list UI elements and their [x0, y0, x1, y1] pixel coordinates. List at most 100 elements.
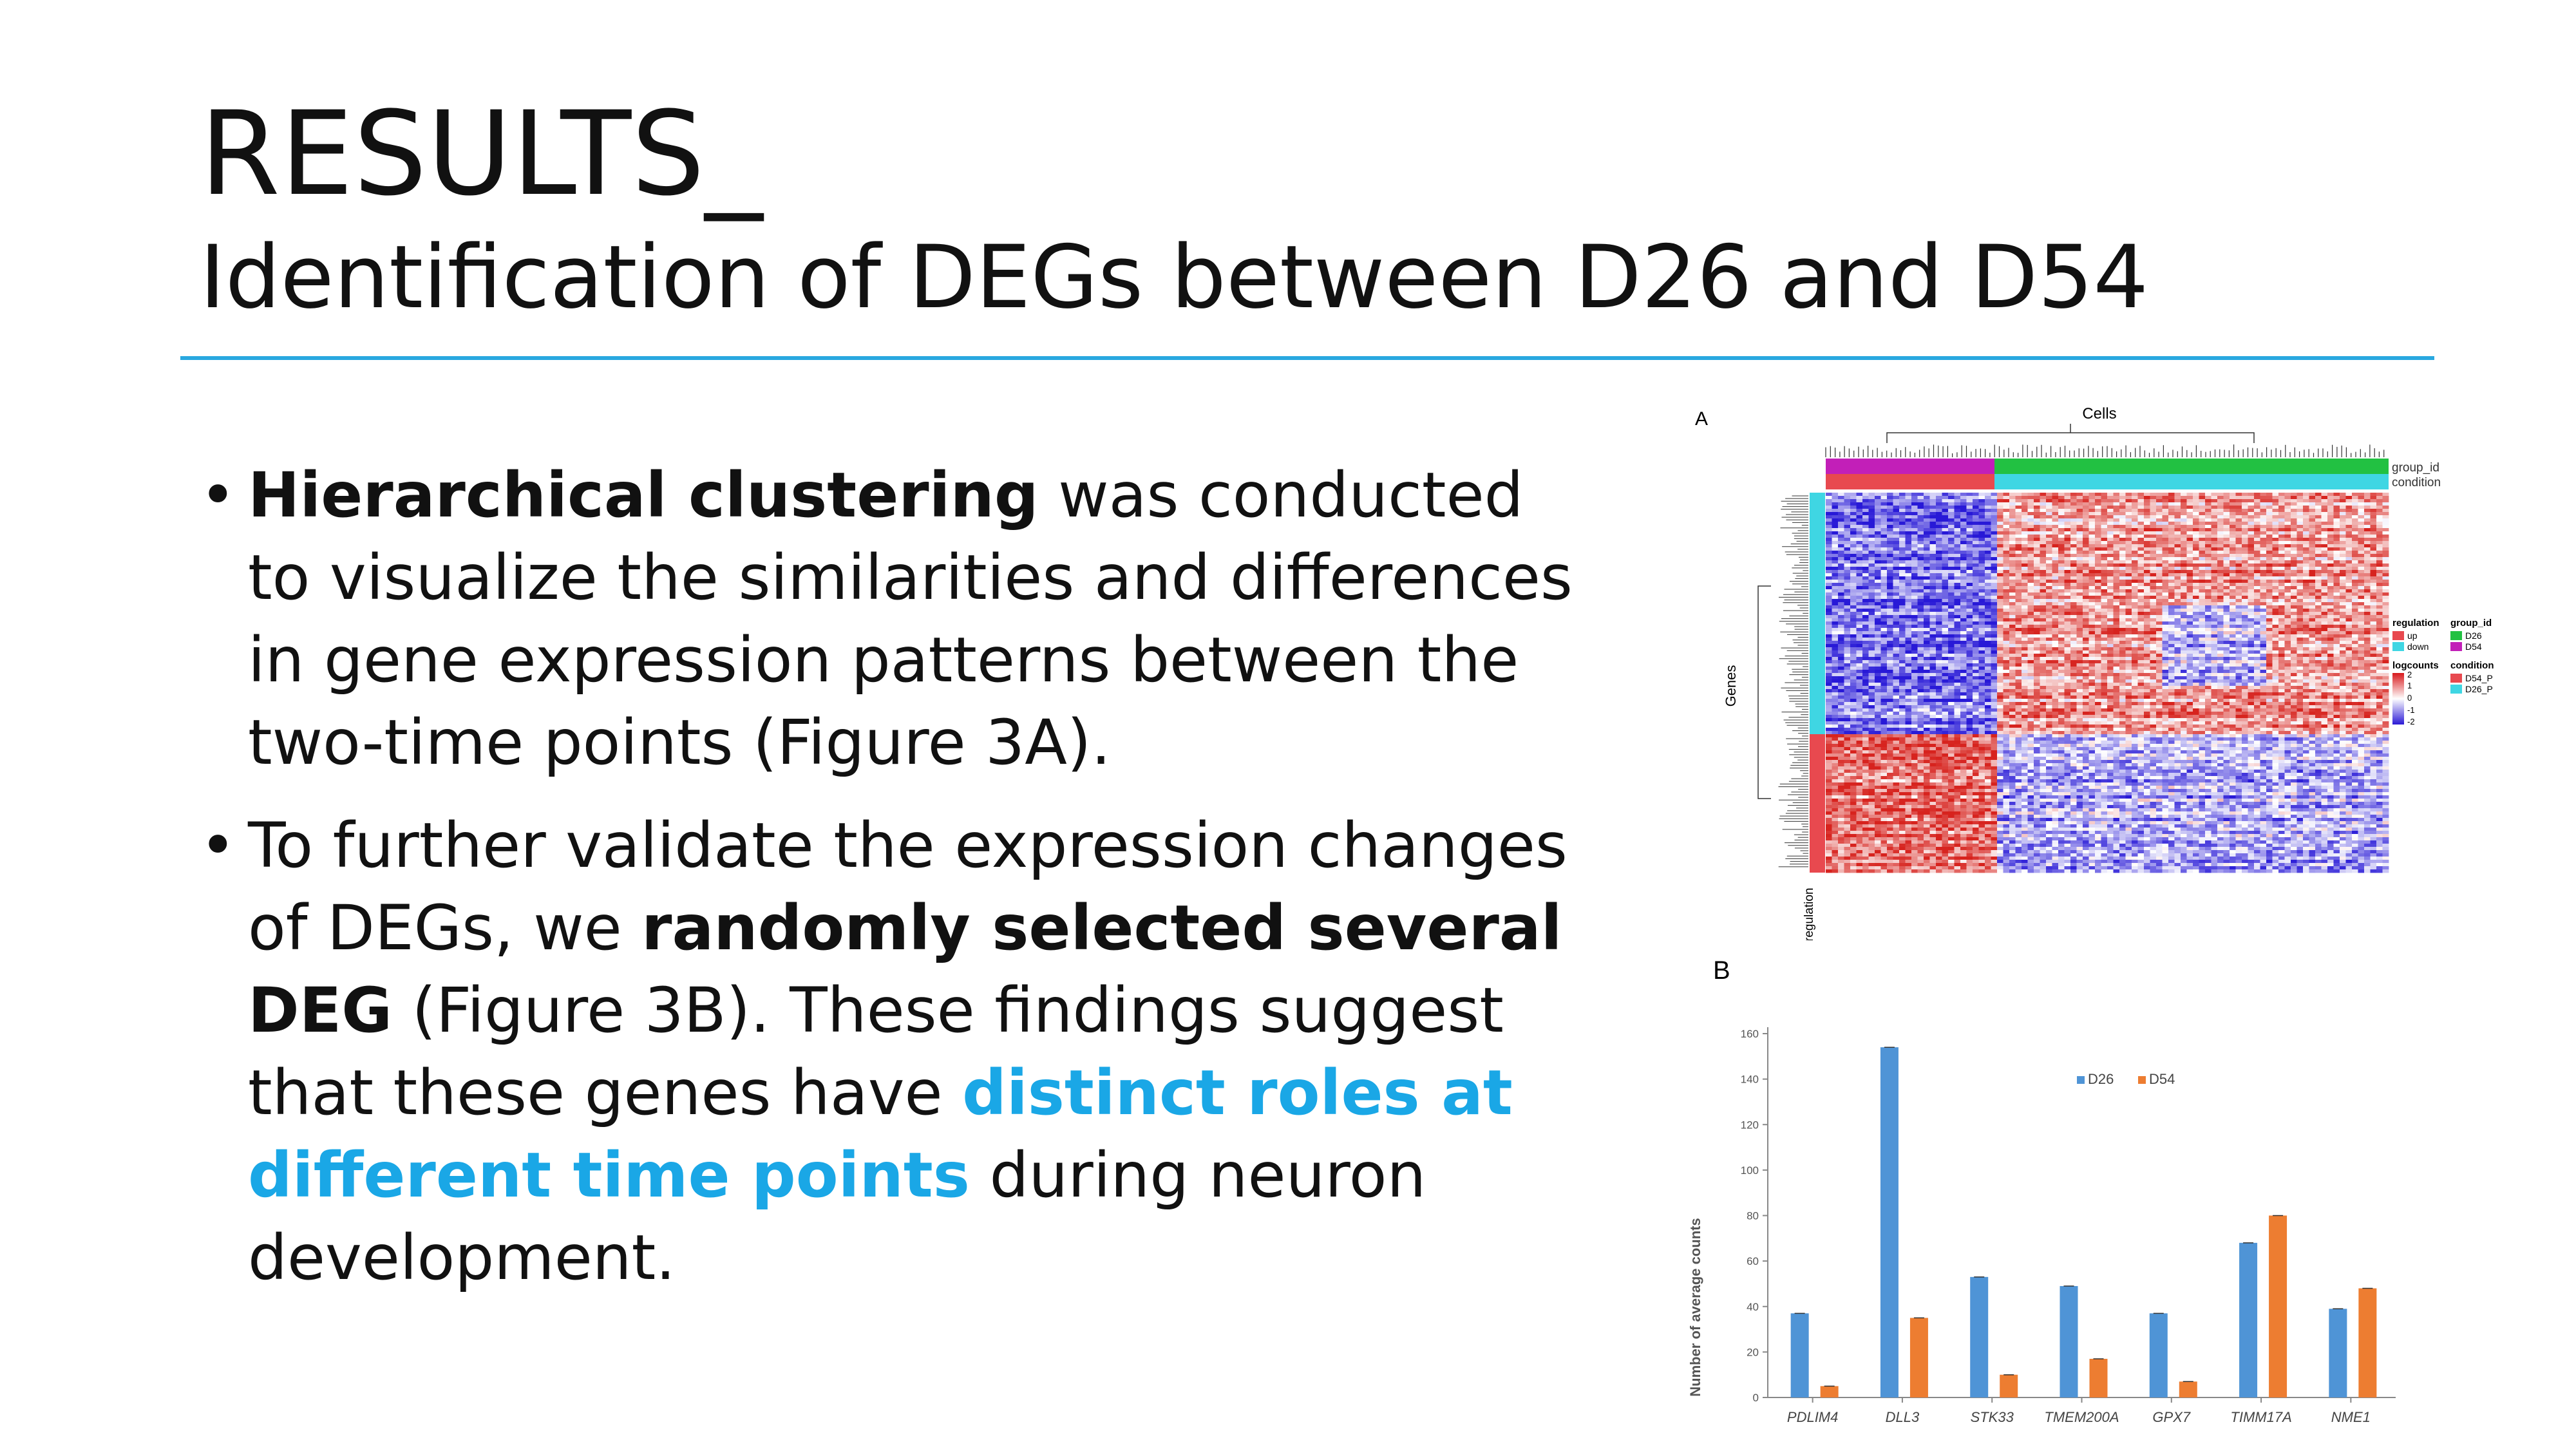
heatmap-cell	[1893, 625, 1900, 629]
heatmap-cell	[2272, 518, 2279, 522]
heatmap-cell	[2052, 544, 2059, 548]
heatmap-cell	[2370, 499, 2377, 503]
heatmap-cell	[2352, 544, 2358, 548]
heatmap-cell	[2132, 564, 2138, 567]
heatmap-cell	[2309, 638, 2316, 641]
heatmap-cell	[1850, 570, 1857, 574]
heatmap-cell	[1893, 541, 1900, 545]
heatmap-cell	[2162, 573, 2169, 577]
heatmap-cell	[2345, 628, 2353, 632]
heatmap-cell	[2309, 599, 2316, 603]
heatmap-cell	[1991, 628, 1998, 632]
heatmap-cell	[2345, 557, 2353, 561]
heatmap-cell	[2211, 638, 2218, 641]
heatmap-cell	[1917, 647, 1924, 651]
heatmap-cell	[2278, 605, 2285, 609]
heatmap-cell	[2156, 547, 2163, 551]
heatmap-cell	[1985, 641, 1991, 645]
heatmap-cell	[2199, 560, 2206, 564]
heatmap-cell	[1936, 518, 1942, 522]
heatmap-cell	[2119, 512, 2126, 516]
heatmap-cell	[2248, 612, 2255, 616]
heatmap-cell	[1875, 499, 1881, 503]
heatmap-cell	[2248, 570, 2255, 574]
heatmap-cell	[1826, 551, 1832, 554]
heatmap-cell	[2070, 493, 2077, 497]
heatmap-cell	[2217, 615, 2224, 619]
dendrogram-root	[1757, 585, 1771, 799]
heatmap-cell	[2303, 570, 2309, 574]
heatmap-cell	[2345, 518, 2353, 522]
heatmap-cell	[2150, 583, 2157, 587]
heatmap-cell	[2382, 641, 2389, 645]
heatmap-cell	[1911, 612, 1918, 616]
heatmap-cell	[2083, 528, 2089, 532]
heatmap-cell	[2352, 647, 2358, 651]
heatmap-cell	[1929, 573, 1937, 577]
heatmap-cell	[2076, 599, 2083, 603]
heatmap-cell	[1862, 625, 1869, 629]
heatmap-cell	[1942, 544, 1949, 548]
heatmap-cell	[1838, 615, 1844, 619]
heatmap-cell	[2242, 560, 2248, 564]
heatmap-cell	[1917, 560, 1924, 564]
heatmap-cell	[2205, 631, 2211, 635]
heatmap-cell	[2340, 609, 2346, 612]
heatmap-cell	[2340, 644, 2346, 648]
heatmap-cell	[1887, 528, 1893, 532]
heatmap-cell	[1954, 541, 1961, 545]
heatmap-cell	[2254, 644, 2260, 648]
heatmap-cell	[2009, 609, 2016, 612]
heatmap-cell	[2186, 576, 2193, 580]
heatmap-cell	[2132, 615, 2138, 619]
heatmap-cell	[2022, 634, 2028, 638]
heatmap-cell	[2364, 512, 2371, 516]
heatmap-cell	[2186, 512, 2193, 516]
heatmap-cell	[2254, 592, 2260, 596]
heatmap-cell	[2370, 538, 2377, 542]
heatmap-cell	[1844, 564, 1851, 567]
heatmap-cell	[1880, 638, 1888, 641]
heatmap-cell	[2125, 602, 2132, 606]
heatmap-cell	[2064, 586, 2071, 590]
heatmap-cell	[2266, 599, 2273, 603]
heatmap-cell	[2291, 493, 2297, 497]
heatmap-cell	[1838, 544, 1844, 548]
heatmap-cell	[1966, 531, 1973, 535]
heatmap-cell	[2083, 576, 2089, 580]
heatmap-cell	[1929, 525, 1937, 529]
heatmap-cell	[2260, 499, 2267, 503]
heatmap-cell	[2291, 599, 2297, 603]
heatmap-cell	[2132, 576, 2138, 580]
heatmap-cell	[1844, 599, 1851, 603]
heatmap-cell	[1899, 612, 1906, 616]
heatmap-cell	[1880, 576, 1888, 580]
heatmap-cell	[2248, 596, 2255, 600]
heatmap-cell	[2321, 531, 2328, 535]
heatmap-cell	[2186, 599, 2193, 603]
heatmap-cell	[2162, 609, 2169, 612]
heatmap-cell	[2022, 544, 2028, 548]
heatmap-cell	[2272, 589, 2279, 593]
heatmap-cell	[2217, 512, 2224, 516]
heatmap-cell	[2009, 518, 2016, 522]
heatmap-cell	[2119, 538, 2126, 542]
heatmap-cell	[2223, 567, 2230, 571]
heatmap-cell	[1887, 612, 1893, 616]
heatmap-cell	[2382, 493, 2389, 497]
heatmap-cell	[1973, 496, 1979, 500]
heatmap-cell	[2266, 654, 2273, 658]
heatmap-cell	[2266, 564, 2273, 567]
heatmap-cell	[1826, 560, 1832, 564]
column-dendrogram	[1825, 424, 2385, 457]
heatmap-cell	[2095, 506, 2101, 509]
heatmap-cell	[2297, 554, 2304, 558]
heatmap-cell	[1997, 518, 2003, 522]
heatmap-cell	[2083, 535, 2089, 538]
heatmap-cell	[1936, 605, 1942, 609]
heatmap-cell	[1960, 560, 1967, 564]
heatmap-cell	[2315, 580, 2322, 583]
heatmap-cell	[2284, 506, 2291, 509]
heatmap-cell	[2162, 509, 2169, 513]
heatmap-cell	[2137, 525, 2145, 529]
